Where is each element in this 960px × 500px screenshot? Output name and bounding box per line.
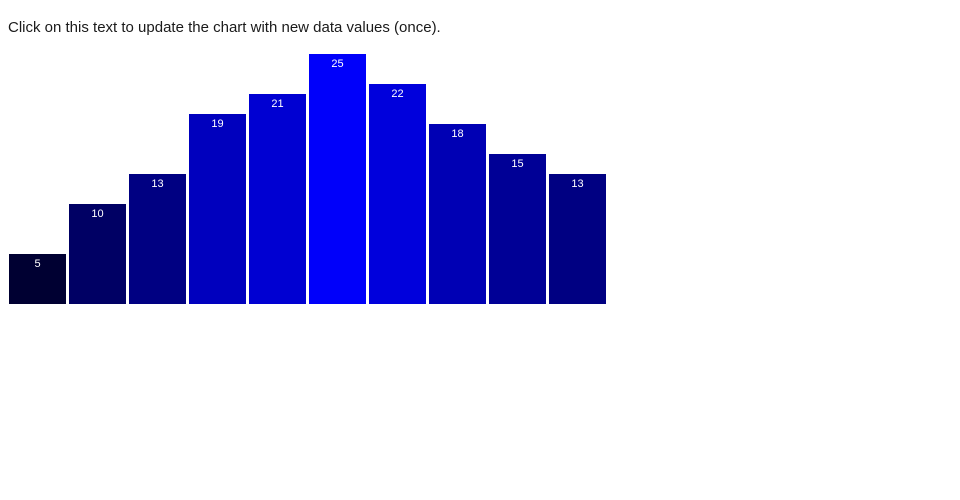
- bar-value-label: 18: [451, 128, 464, 140]
- bar: 13: [549, 174, 606, 304]
- bar: 15: [489, 154, 546, 304]
- bar: 19: [189, 114, 246, 304]
- bar: 25: [309, 54, 366, 304]
- bar: 5: [9, 254, 66, 304]
- bar-value-label: 25: [331, 58, 344, 70]
- bar-value-label: 5: [34, 258, 41, 270]
- bar-chart: 5 10 13 19 21 25 22 18 15 13: [9, 54, 606, 304]
- bar-value-label: 13: [151, 178, 164, 190]
- bar-value-label: 10: [91, 208, 104, 220]
- bar-value-label: 22: [391, 88, 404, 100]
- bar-value-label: 13: [571, 178, 584, 190]
- bar: 22: [369, 84, 426, 304]
- bar: 18: [429, 124, 486, 304]
- bar: 21: [249, 94, 306, 304]
- bar-value-label: 21: [271, 98, 284, 110]
- bar: 13: [129, 174, 186, 304]
- bar: 10: [69, 204, 126, 304]
- bar-value-label: 19: [211, 118, 224, 130]
- bar-value-label: 15: [511, 158, 524, 170]
- update-chart-text[interactable]: Click on this text to update the chart w…: [8, 19, 441, 36]
